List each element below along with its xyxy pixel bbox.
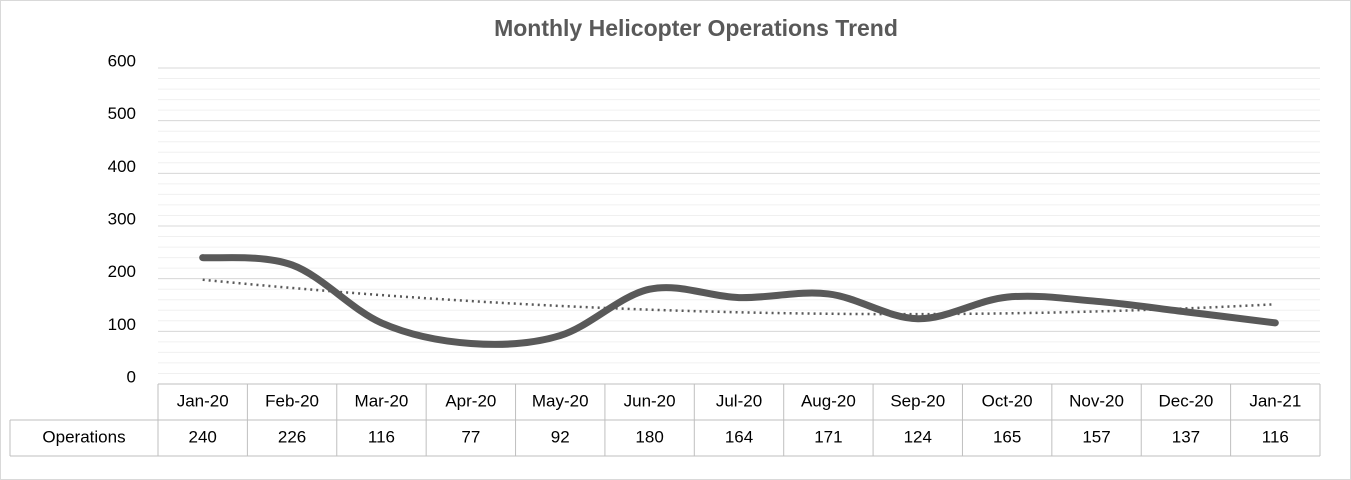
x-tick-label: Sep-20 <box>890 391 945 410</box>
trendline <box>202 278 1276 316</box>
y-tick-label: 400 <box>108 157 136 176</box>
data-table-value: 116 <box>368 427 395 446</box>
x-tick-label: Mar-20 <box>355 391 409 410</box>
data-table-value: 77 <box>461 427 480 446</box>
x-tick-label: Dec-20 <box>1159 391 1214 410</box>
y-tick-label: 0 <box>127 367 136 386</box>
data-table-value: 116 <box>1262 427 1289 446</box>
data-table-value: 137 <box>1172 427 1200 446</box>
data-table-value: 124 <box>904 427 932 446</box>
x-tick-label: Aug-20 <box>801 391 856 410</box>
y-tick-label: 200 <box>108 262 136 281</box>
x-tick-label: May-20 <box>532 391 589 410</box>
x-tick-label: Jul-20 <box>716 391 762 410</box>
data-table-value: 164 <box>725 427 753 446</box>
data-table-value: 165 <box>993 427 1021 446</box>
data-table-value: 92 <box>551 427 570 446</box>
legend-label: Operations <box>42 427 125 446</box>
y-tick-label: 500 <box>108 104 136 123</box>
data-table-value: 240 <box>189 427 217 446</box>
chart-title: Monthly Helicopter Operations Trend <box>494 15 898 41</box>
x-tick-label: Apr-20 <box>445 391 496 410</box>
y-tick-label: 300 <box>108 209 136 228</box>
data-table-value: 157 <box>1082 427 1110 446</box>
data-table-value: 180 <box>635 427 663 446</box>
x-tick-label: Feb-20 <box>265 391 319 410</box>
x-tick-label: Jan-21 <box>1249 391 1301 410</box>
data-table-value: 226 <box>278 427 306 446</box>
x-tick-label: Jun-20 <box>624 391 676 410</box>
y-tick-label: 600 <box>108 51 136 70</box>
x-tick-label: Jan-20 <box>177 391 229 410</box>
data-table-value: 171 <box>814 427 842 446</box>
x-tick-label: Oct-20 <box>982 391 1033 410</box>
x-tick-label: Nov-20 <box>1069 391 1124 410</box>
y-tick-label: 100 <box>108 315 136 334</box>
series-line <box>199 254 1279 348</box>
